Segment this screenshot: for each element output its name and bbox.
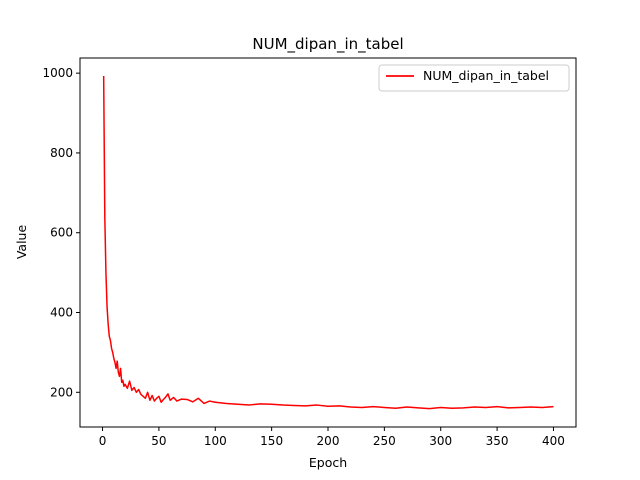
y-tick-label: 1000 — [42, 66, 73, 80]
x-axis: 0 50 100 150 200 250 300 350 400 — [99, 427, 565, 448]
x-tick-label: 350 — [486, 434, 509, 448]
y-axis-label: Value — [14, 225, 29, 260]
x-axis-label: Epoch — [309, 455, 347, 470]
legend-label: NUM_dipan_in_tabel — [423, 68, 549, 83]
y-axis: 200 400 600 800 1000 — [42, 66, 80, 399]
y-tick-label: 400 — [50, 306, 73, 320]
x-tick-label: 0 — [99, 434, 107, 448]
x-tick-label: 200 — [317, 434, 340, 448]
x-tick-label: 400 — [542, 434, 565, 448]
series-line-0 — [102, 75, 554, 410]
x-tick-label: 50 — [151, 434, 166, 448]
plot-area — [80, 58, 576, 427]
x-tick-label: 250 — [373, 434, 396, 448]
x-tick-label: 300 — [429, 434, 452, 448]
x-tick-label: 100 — [204, 434, 227, 448]
legend: NUM_dipan_in_tabel — [378, 64, 570, 92]
chart-title: NUM_dipan_in_tabel — [252, 35, 403, 54]
legend-box — [378, 64, 570, 92]
x-tick-label: 150 — [260, 434, 283, 448]
y-tick-label: 800 — [50, 146, 73, 160]
series-layer — [102, 75, 554, 410]
y-tick-label: 600 — [50, 226, 73, 240]
y-tick-label: 200 — [50, 385, 73, 399]
